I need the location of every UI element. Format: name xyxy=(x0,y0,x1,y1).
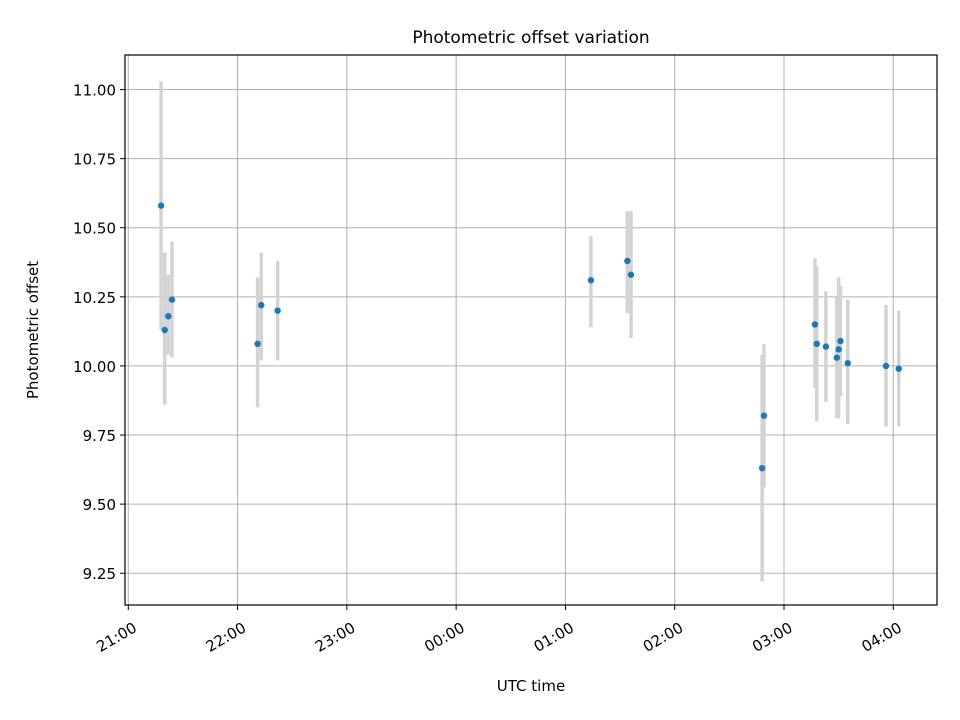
data-point xyxy=(882,362,890,370)
data-point xyxy=(168,296,176,303)
x-axis: 21:00 22:00 23:00 00:00 01:00 02:00 03:00 04:00 xyxy=(93,605,905,656)
data-point xyxy=(822,343,830,350)
x-tick-label: 22:00 xyxy=(203,619,249,656)
data-point xyxy=(254,340,261,348)
data-point xyxy=(161,326,168,334)
data-point xyxy=(157,202,165,209)
x-tick-label: 00:00 xyxy=(421,619,467,656)
data-point xyxy=(811,321,819,328)
x-axis-label: UTC time xyxy=(497,677,565,695)
data-point xyxy=(587,277,595,284)
data-points xyxy=(157,202,902,472)
y-tick-label: 10.50 xyxy=(73,220,116,238)
plot-area xyxy=(124,54,938,606)
x-tick-label: 01:00 xyxy=(531,619,577,656)
x-tick-label: 02:00 xyxy=(640,619,686,656)
y-tick-label: 9.75 xyxy=(83,427,116,445)
x-tick-label: 03:00 xyxy=(749,619,795,656)
data-point xyxy=(837,337,844,345)
y-tick-label: 9.50 xyxy=(83,496,116,514)
chart-title: Photometric offset variation xyxy=(412,28,649,48)
x-tick-label: 21:00 xyxy=(93,619,139,656)
data-point xyxy=(627,271,635,278)
data-point xyxy=(624,257,631,265)
data-point xyxy=(258,301,265,309)
data-point xyxy=(895,365,902,372)
y-tick-label: 9.25 xyxy=(83,565,116,583)
data-point xyxy=(833,354,841,361)
y-tick-label: 10.75 xyxy=(73,151,116,169)
data-point xyxy=(274,307,281,314)
data-point xyxy=(165,312,172,320)
data-point xyxy=(813,340,820,348)
error-bars xyxy=(159,81,901,582)
data-point xyxy=(758,464,766,472)
grid xyxy=(125,55,937,605)
y-tick-label: 10.25 xyxy=(73,289,116,307)
x-tick-label: 23:00 xyxy=(312,619,358,656)
data-point xyxy=(835,346,842,353)
y-tick-label: 10.00 xyxy=(73,358,116,376)
y-tick-label: 11.00 xyxy=(73,82,116,100)
y-axis-label: Photometric offset xyxy=(24,261,42,399)
y-axis: 9.25 9.50 9.75 10.00 10.25 10.50 10.75 11.00 xyxy=(73,82,125,583)
data-point xyxy=(760,412,768,419)
data-point xyxy=(844,359,851,367)
x-tick-label: 04:00 xyxy=(858,619,904,656)
